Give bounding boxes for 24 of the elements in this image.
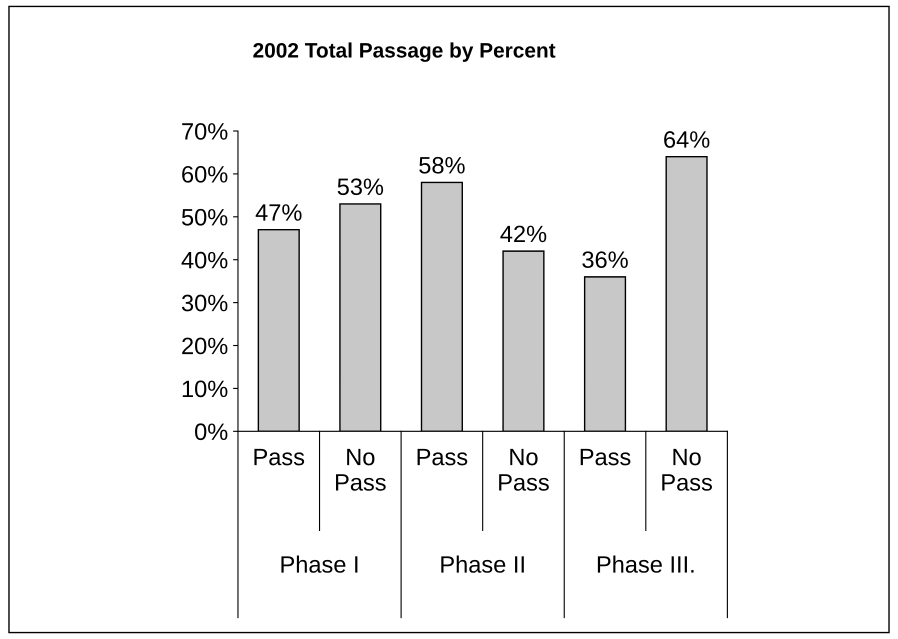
y-tick-label: 60%	[182, 166, 228, 183]
chart-title: 2002 Total Passage by Percent	[253, 42, 556, 62]
data-label: 36%	[582, 251, 628, 268]
data-label: 42%	[500, 226, 546, 242]
x-tick-label: Pass	[580, 448, 630, 466]
x-tick-label: Pass	[254, 448, 304, 466]
y-tick-label: 40%	[182, 252, 228, 268]
text: Phase I	[281, 555, 358, 573]
data-label: 58%	[419, 156, 465, 174]
data-label: 47%	[256, 204, 302, 221]
y-tick-label: 0%	[195, 423, 228, 440]
x-tick-label: Pass	[418, 448, 468, 466]
x-tick-label: No Pass	[336, 448, 386, 491]
x-tick-label: No Pass	[499, 448, 549, 491]
y-tick-label: 30%	[182, 294, 228, 312]
text: Phase II	[441, 555, 524, 573]
y-tick-label: 70%	[182, 123, 228, 140]
x-tick-label: No Pass	[662, 448, 712, 491]
y-tick-label: 20%	[182, 338, 228, 354]
text: Phase III.	[598, 555, 694, 573]
y-tick-label: 50%	[182, 208, 228, 226]
data-label: 64%	[664, 131, 710, 148]
y-tick-label: 10%	[182, 380, 228, 398]
data-label: 53%	[338, 178, 384, 196]
